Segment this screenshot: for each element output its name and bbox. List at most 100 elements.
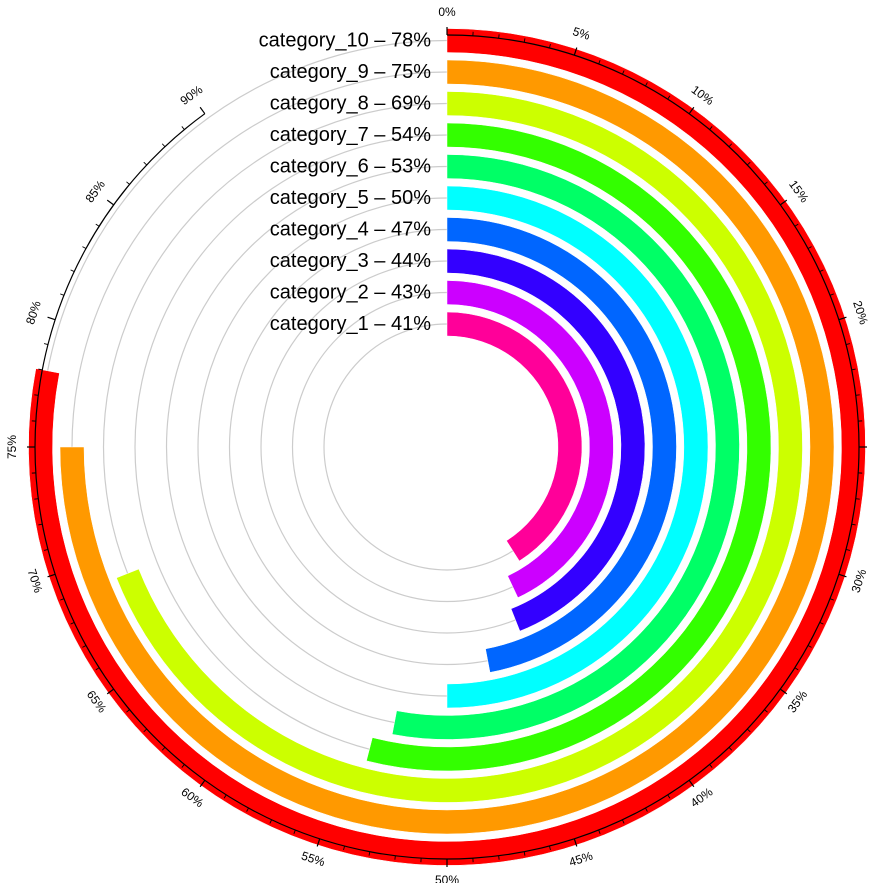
minor-tick — [829, 598, 834, 601]
tick-label: 70% — [25, 567, 46, 594]
minor-tick — [667, 95, 671, 100]
minor-tick — [43, 343, 49, 345]
minor-tick — [70, 622, 75, 625]
minor-tick — [807, 246, 812, 249]
tick-label: 10% — [689, 82, 717, 108]
minor-tick — [60, 598, 65, 601]
minor-tick — [38, 368, 43, 371]
bar-category-9 — [59, 59, 835, 835]
minor-tick — [181, 126, 185, 130]
bar-category-8 — [116, 91, 803, 803]
major-tick — [688, 779, 695, 788]
category-label: category_2 – 43% — [270, 282, 431, 304]
bar-category-7 — [366, 122, 772, 772]
bars — [28, 28, 866, 866]
tick-label: 40% — [688, 785, 716, 811]
major-tick — [316, 838, 321, 847]
minor-tick — [622, 70, 625, 75]
minor-tick — [269, 819, 272, 824]
minor-tick — [764, 709, 768, 713]
minor-tick — [126, 181, 130, 185]
minor-tick — [95, 223, 100, 227]
minor-tick — [43, 549, 49, 551]
tick-label: 60% — [179, 785, 207, 811]
minor-tick — [34, 498, 39, 500]
minor-tick — [598, 829, 601, 834]
minor-tick — [728, 143, 733, 147]
minor-tick — [794, 667, 799, 671]
tick-label: 90% — [178, 82, 206, 108]
tick-label: 20% — [850, 299, 871, 326]
major-tick — [688, 106, 695, 115]
minor-tick — [368, 851, 371, 856]
category-label: category_3 – 44% — [270, 250, 431, 272]
minor-tick — [845, 549, 851, 551]
axis-line — [34, 34, 860, 860]
tick-label: 75% — [5, 435, 19, 459]
minor-tick — [60, 293, 65, 296]
minor-tick — [523, 38, 526, 43]
minor-tick — [709, 764, 713, 768]
minor-tick — [95, 667, 100, 671]
minor-tick — [598, 60, 601, 65]
category-label: category_6 – 53% — [270, 156, 431, 178]
category-label: category_8 – 69% — [270, 93, 431, 115]
minor-tick — [747, 161, 751, 166]
minor-tick — [246, 807, 249, 812]
bar-category-10 — [28, 28, 866, 866]
minor-tick — [223, 794, 227, 799]
minor-tick — [143, 161, 147, 166]
minor-tick — [851, 523, 856, 526]
minor-tick — [851, 368, 856, 371]
minor-tick — [38, 523, 43, 526]
category-label: category_7 – 54% — [270, 124, 431, 146]
minor-tick — [143, 728, 147, 733]
major-tick — [779, 688, 788, 695]
minor-tick — [855, 498, 860, 500]
tick-label: 30% — [849, 567, 870, 594]
category-label: category_9 – 75% — [270, 61, 431, 83]
minor-tick — [807, 645, 812, 648]
minor-tick — [181, 764, 185, 768]
minor-tick — [34, 394, 39, 396]
category-label: category_5 – 50% — [270, 187, 431, 209]
major-tick — [838, 573, 847, 578]
minor-tick — [549, 43, 551, 49]
bar-category-6 — [391, 154, 740, 740]
minor-tick — [764, 181, 768, 185]
minor-tick — [819, 622, 824, 625]
minor-tick — [161, 143, 166, 147]
tick-label: 45% — [567, 849, 594, 870]
minor-tick — [523, 851, 526, 856]
bar-category-4 — [446, 217, 677, 673]
minor-tick — [622, 819, 625, 824]
major-tick — [106, 688, 115, 695]
minor-tick — [82, 645, 87, 648]
bar-category-5 — [446, 185, 709, 709]
tick-label: 50% — [435, 873, 459, 883]
minor-tick — [667, 794, 671, 799]
major-tick — [47, 316, 56, 321]
category-labels: category_1 – 41% category_2 – 43% category… — [259, 30, 432, 336]
major-tick — [47, 573, 56, 578]
bar-category-3 — [446, 248, 646, 632]
minor-tick — [293, 829, 296, 834]
major-tick — [838, 316, 847, 321]
minor-tick — [161, 747, 166, 751]
major-tick — [573, 47, 578, 56]
category-label: category_1 – 41% — [270, 313, 431, 335]
minor-tick — [709, 126, 713, 130]
minor-tick — [549, 845, 551, 851]
tick-label: 80% — [23, 299, 44, 326]
category-label: category_10 – 78% — [259, 30, 432, 52]
minor-tick — [829, 293, 834, 296]
tick-label: 5% — [571, 24, 592, 43]
bar-category-2 — [446, 280, 614, 598]
tick-label: 55% — [300, 849, 327, 870]
tick-label: 15% — [786, 178, 812, 206]
minor-tick — [794, 223, 799, 227]
bar-category-1 — [446, 311, 583, 562]
minor-tick — [819, 269, 824, 272]
minor-tick — [498, 855, 500, 860]
